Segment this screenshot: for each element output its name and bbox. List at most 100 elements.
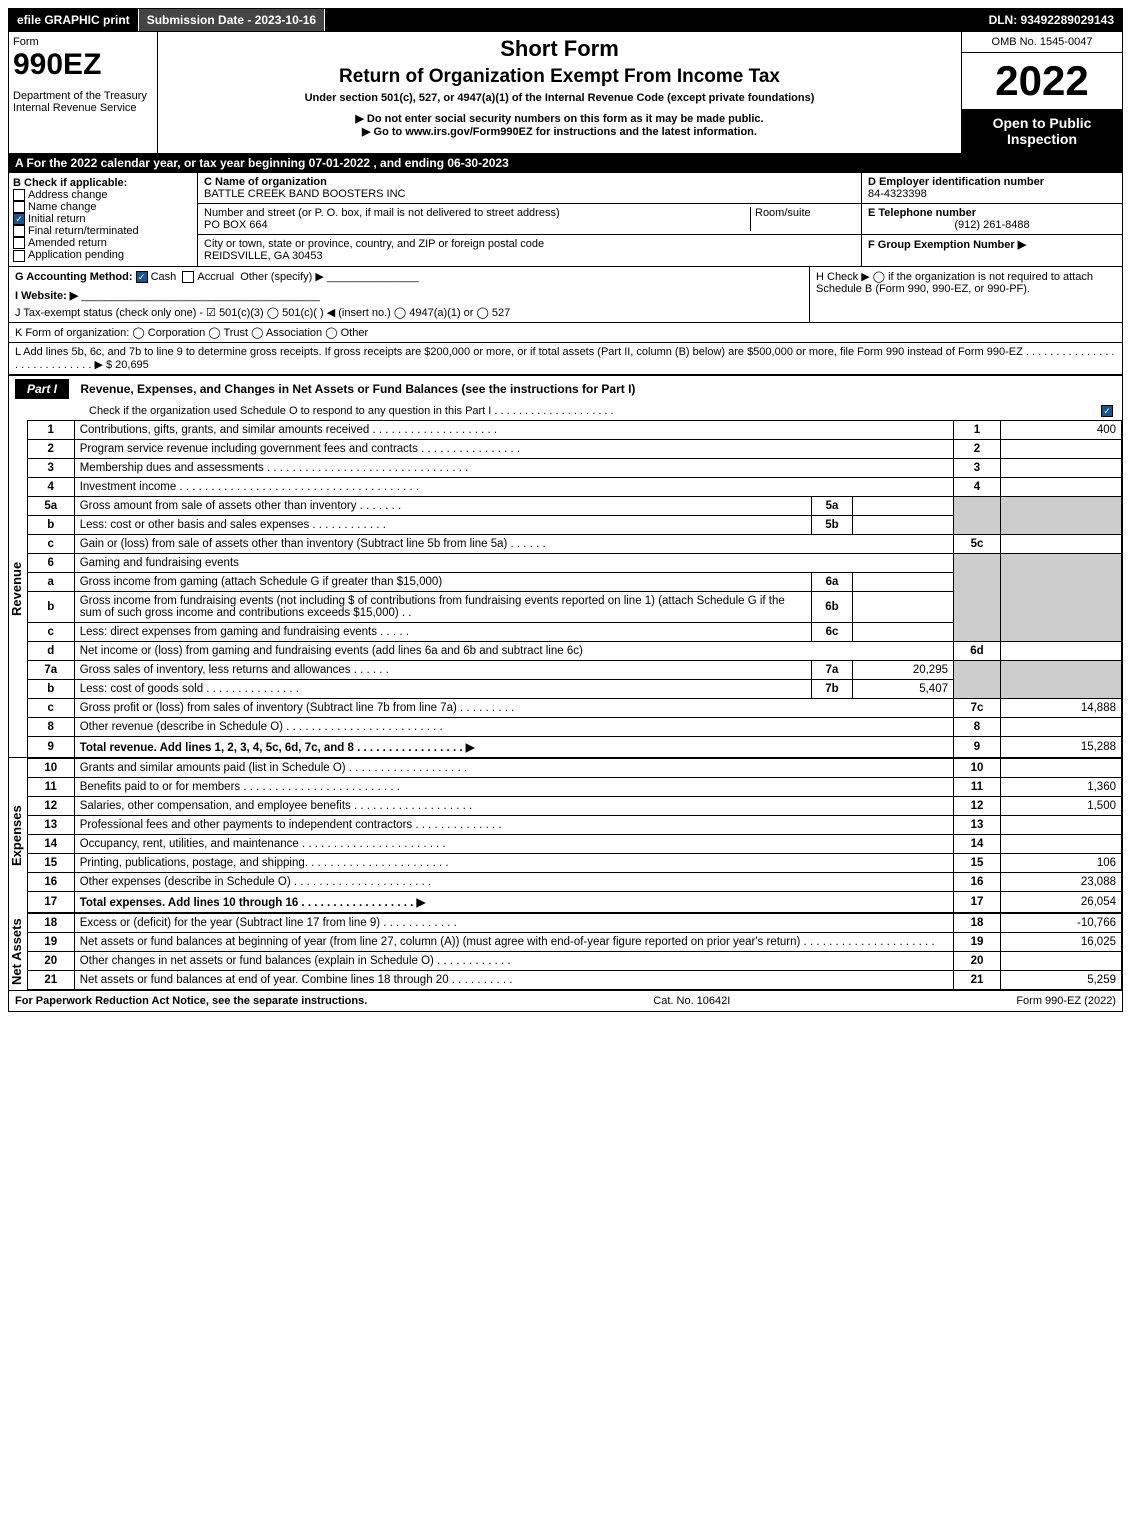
r21-r: 21 [954, 970, 1001, 989]
r6-num: 6 [27, 553, 74, 572]
r19-num: 19 [27, 932, 74, 951]
r5b-mv [853, 515, 954, 534]
r5a-mv [853, 496, 954, 515]
r5b-m: 5b [812, 515, 853, 534]
title-return: Return of Organization Exempt From Incom… [162, 66, 957, 88]
c-name-row: C Name of organization BATTLE CREEK BAND… [198, 173, 861, 204]
open-inspection: Open to Public Inspection [962, 109, 1122, 153]
r7c-num: c [27, 698, 74, 717]
b-opt-address: Address change [13, 189, 193, 201]
r3-desc: Membership dues and assessments . . . . … [74, 458, 953, 477]
r5b-desc: Less: cost or other basis and sales expe… [74, 515, 811, 534]
g-other: Other (specify) ▶ [240, 271, 324, 283]
r4-desc: Investment income . . . . . . . . . . . … [74, 477, 953, 496]
r17-amt: 26,054 [1001, 891, 1122, 912]
r15-num: 15 [27, 853, 74, 872]
side-expenses: Expenses [9, 758, 27, 913]
efile-print-label[interactable]: efile GRAPHIC print [9, 9, 139, 31]
r20-desc: Other changes in net assets or fund bala… [74, 951, 953, 970]
h-text: H Check ▶ ◯ if the organization is not r… [816, 271, 1093, 295]
r6-shade-amt [1001, 553, 1122, 641]
c-city-label: City or town, state or province, country… [204, 238, 544, 250]
r4-num: 4 [27, 477, 74, 496]
b-label: B Check if applicable: [13, 177, 193, 189]
r13-desc: Professional fees and other payments to … [74, 815, 953, 834]
r18-desc: Excess or (deficit) for the year (Subtra… [74, 913, 953, 932]
r16-amt: 23,088 [1001, 872, 1122, 891]
r20-r: 20 [954, 951, 1001, 970]
r7a-m: 7a [812, 660, 853, 679]
r5b-num: b [27, 515, 74, 534]
r6d-amt [1001, 641, 1122, 660]
r9-amt: 15,288 [1001, 736, 1122, 757]
phone-value: (912) 261-8488 [868, 219, 1116, 231]
r11-r: 11 [954, 777, 1001, 796]
r18-num: 18 [27, 913, 74, 932]
r12-desc: Salaries, other compensation, and employ… [74, 796, 953, 815]
r16-num: 16 [27, 872, 74, 891]
omb-number: OMB No. 1545-0047 [962, 32, 1122, 53]
r5a-m: 5a [812, 496, 853, 515]
r8-amt [1001, 717, 1122, 736]
r6d-r: 6d [954, 641, 1001, 660]
r10-num: 10 [27, 758, 74, 777]
header-middle: Short Form Return of Organization Exempt… [158, 32, 962, 153]
side-revenue: Revenue [9, 420, 27, 758]
r6a-num: a [27, 572, 74, 591]
b-opt-pending: Application pending [13, 249, 193, 261]
r18-amt: -10,766 [1001, 913, 1122, 932]
r2-num: 2 [27, 439, 74, 458]
r6c-num: c [27, 622, 74, 641]
r5c-num: c [27, 534, 74, 553]
r7b-mv: 5,407 [853, 679, 954, 698]
r10-desc: Grants and similar amounts paid (list in… [74, 758, 953, 777]
side-netassets: Net Assets [9, 913, 27, 990]
r7c-r: 7c [954, 698, 1001, 717]
footer-mid: Cat. No. 10642I [653, 995, 730, 1007]
r6c-m: 6c [812, 622, 853, 641]
r10-r: 10 [954, 758, 1001, 777]
r18-r: 18 [954, 913, 1001, 932]
r1-amt: 400 [1001, 420, 1122, 439]
tax-year: 2022 [962, 53, 1122, 109]
r6b-desc: Gross income from fundraising events (no… [74, 591, 811, 622]
b-opt-5-label: Application pending [28, 249, 124, 261]
b-opt-amended: Amended return [13, 237, 193, 249]
r14-amt [1001, 834, 1122, 853]
e-phone-row: E Telephone number (912) 261-8488 [862, 204, 1122, 235]
i-label: I Website: ▶ [15, 290, 78, 302]
r15-desc: Printing, publications, postage, and shi… [74, 853, 953, 872]
r5-shade-amt [1001, 496, 1122, 534]
street: PO BOX 664 [204, 219, 268, 231]
r12-r: 12 [954, 796, 1001, 815]
r12-num: 12 [27, 796, 74, 815]
r2-amt [1001, 439, 1122, 458]
header-left: Form 990EZ Department of the Treasury In… [9, 32, 158, 153]
e-label: E Telephone number [868, 207, 976, 219]
form-page: efile GRAPHIC print Submission Date - 20… [8, 8, 1123, 1012]
r16-r: 16 [954, 872, 1001, 891]
title-short-form: Short Form [162, 36, 957, 62]
r7b-m: 7b [812, 679, 853, 698]
r13-r: 13 [954, 815, 1001, 834]
page-footer: For Paperwork Reduction Act Notice, see … [9, 990, 1122, 1011]
lines-container: Revenue 1Contributions, gifts, grants, a… [9, 420, 1122, 758]
g-label: G Accounting Method: [15, 271, 133, 283]
expenses-table: 10Grants and similar amounts paid (list … [27, 758, 1122, 913]
b-opt-3-label: Final return/terminated [28, 225, 139, 237]
room-suite-label: Room/suite [755, 207, 811, 219]
city-state-zip: REIDSVILLE, GA 30453 [204, 250, 323, 262]
form-header: Form 990EZ Department of the Treasury In… [9, 31, 1122, 153]
form-number: 990EZ [13, 48, 153, 82]
r6-shade [954, 553, 1001, 641]
b-opt-0-label: Address change [28, 189, 108, 201]
revenue-table: 1Contributions, gifts, grants, and simil… [27, 420, 1122, 758]
r1-r: 1 [954, 420, 1001, 439]
netassets-table: 18Excess or (deficit) for the year (Subt… [27, 913, 1122, 990]
r6c-mv [853, 622, 954, 641]
r10-amt [1001, 758, 1122, 777]
r6a-desc: Gross income from gaming (attach Schedul… [74, 572, 811, 591]
b-opt-final: Final return/terminated [13, 225, 193, 237]
r20-num: 20 [27, 951, 74, 970]
r4-r: 4 [954, 477, 1001, 496]
